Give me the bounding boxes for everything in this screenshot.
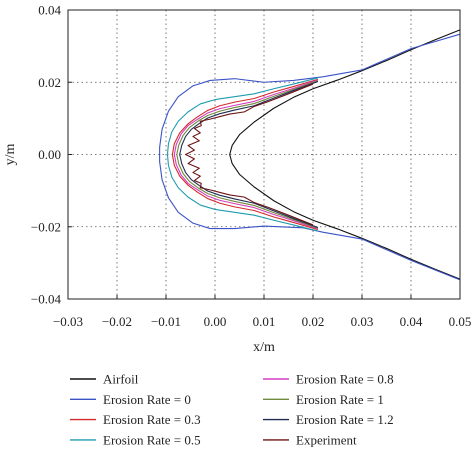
x-tick-label: −0.01 <box>151 314 181 329</box>
x-tick-label: −0.02 <box>102 314 132 329</box>
y-tick-label: 0.00 <box>38 147 61 162</box>
x-tick-label: 0.00 <box>204 314 227 329</box>
x-tick-label: −0.03 <box>53 314 83 329</box>
series-line-erosion-rate-0-8 <box>173 79 319 230</box>
series-lines <box>159 29 461 281</box>
legend-label-erosion-rate-0-5: Erosion Rate = 0.5 <box>103 432 201 447</box>
series-line-experiment <box>185 83 314 226</box>
x-tick-label: 0.04 <box>400 314 423 329</box>
x-tick-label: 0.03 <box>351 314 374 329</box>
series-line-airfoil <box>229 29 461 280</box>
legend-label-airfoil: Airfoil <box>103 372 139 387</box>
series-line-erosion-rate-0 <box>159 33 461 281</box>
grid <box>68 10 460 299</box>
x-tick-label: 0.01 <box>253 314 276 329</box>
y-axis-label: y/m <box>3 144 18 166</box>
x-tick-label: 0.02 <box>302 314 325 329</box>
series-line-erosion-rate-1 <box>176 80 319 229</box>
legend-label-experiment: Experiment <box>296 432 357 447</box>
series-line-erosion-rate-1-2 <box>179 81 319 228</box>
y-tick-label: 0.04 <box>38 3 61 18</box>
y-tick-label: −0.02 <box>31 219 61 234</box>
x-tick-label: 0.05 <box>449 314 472 329</box>
axis-ticks: −0.03 −0.02 −0.01 0.00 0.01 0.02 0.03 0.04 0.05 −… <box>31 3 471 330</box>
legend-label-erosion-rate-1-2: Erosion Rate = 1.2 <box>296 412 394 427</box>
y-tick-label: −0.04 <box>31 292 62 307</box>
legend-label-erosion-rate-1: Erosion Rate = 1 <box>296 392 384 407</box>
legend-label-erosion-rate-0-8: Erosion Rate = 0.8 <box>296 372 394 387</box>
series-line-erosion-rate-0-3 <box>171 78 319 231</box>
series-line-erosion-rate-0-5 <box>166 77 319 232</box>
legend-label-erosion-rate-0-3: Erosion Rate = 0.3 <box>103 412 201 427</box>
y-tick-label: 0.02 <box>38 75 61 90</box>
legend: Airfoil Erosion Rate = 0 Erosion Rate = 0.… <box>70 372 394 447</box>
x-axis-label: x/m <box>253 340 275 355</box>
legend-label-erosion-rate-0: Erosion Rate = 0 <box>103 392 191 407</box>
